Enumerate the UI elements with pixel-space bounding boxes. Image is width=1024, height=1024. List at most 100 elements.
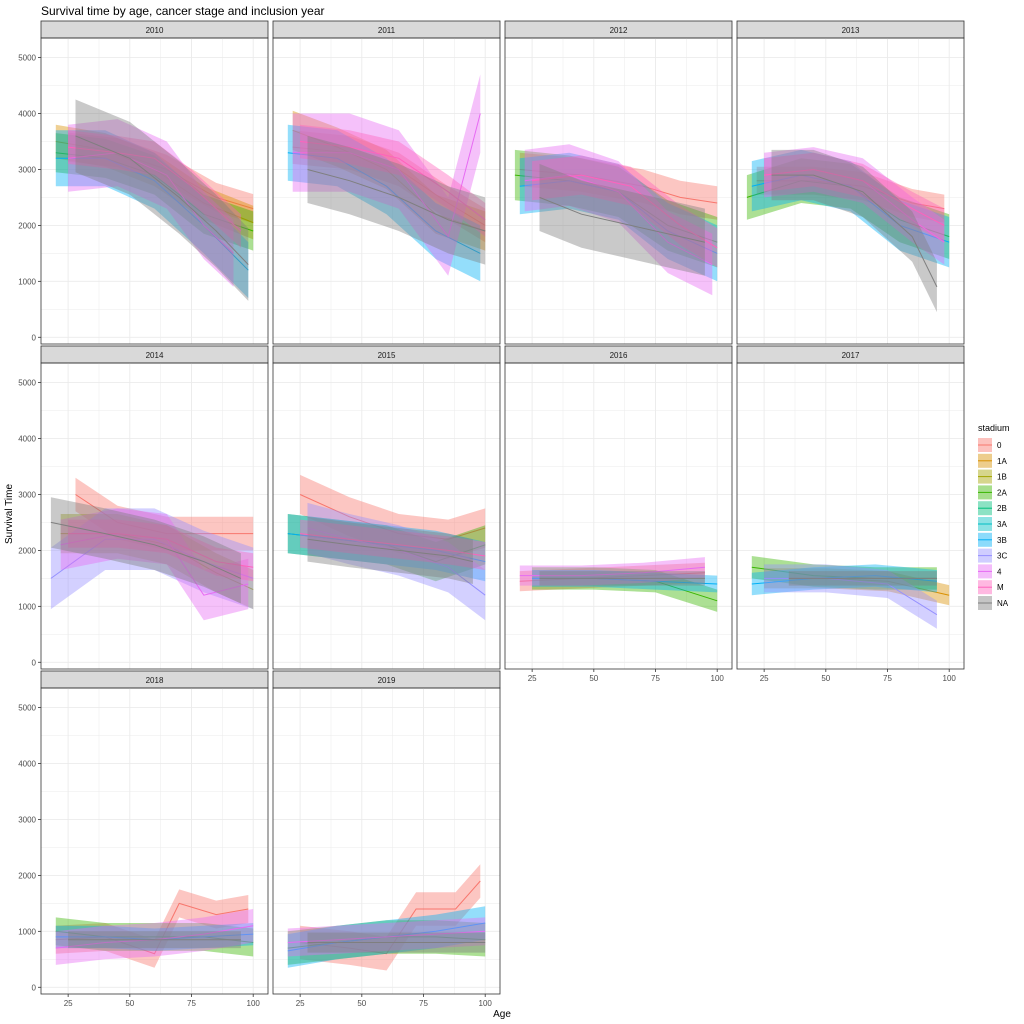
confidence-band-3B [55, 130, 249, 299]
confidence-band-2A [55, 133, 254, 251]
confidence-band-4 [764, 147, 945, 265]
series-line-0 [300, 880, 481, 955]
series-line-M [68, 146, 242, 232]
series-line-0 [519, 169, 718, 204]
y-tick-label: 3000 [18, 165, 36, 174]
panel-border [504, 362, 733, 670]
x-tick-label: 100 [479, 999, 493, 1008]
series-line-4 [68, 152, 234, 254]
confidence-band-0 [300, 864, 481, 971]
legend-label: 4 [997, 567, 1002, 576]
confidence-band-4 [55, 909, 254, 965]
panel-border [40, 687, 269, 995]
series-line-NA [771, 174, 938, 288]
series-line-4 [519, 566, 705, 577]
series-line-4 [292, 113, 481, 238]
series-line-0 [756, 180, 945, 210]
y-tick-label: 1000 [18, 602, 36, 611]
panel-border [272, 687, 501, 995]
series-line-M [532, 174, 718, 249]
confidence-band-2A [746, 158, 950, 259]
confidence-band-2A [514, 149, 718, 268]
y-tick-label: 5000 [18, 54, 36, 63]
legend-label: 1B [997, 473, 1007, 482]
series-line-3B [751, 174, 950, 243]
series-line-0 [299, 494, 486, 540]
y-tick-label: 3000 [18, 490, 36, 499]
x-tick-label: 100 [247, 999, 261, 1008]
facet-label: 2012 [610, 26, 628, 35]
series-line-4 [287, 930, 486, 943]
legend-item-2A: 2A [978, 485, 1007, 500]
gridlines [41, 688, 268, 994]
y-tick-label: 0 [32, 983, 37, 992]
confidence-band-0 [75, 477, 254, 551]
panel-2016: 2016 25 50 75 100 [504, 345, 733, 683]
confidence-band-M [68, 130, 241, 248]
confidence-band-NA [539, 163, 705, 276]
x-tick-label: 75 [419, 999, 428, 1008]
legend: stadium 0 1A 1B 2A 2B 3A 3B 3C 4 M NA [978, 423, 1010, 610]
panel-border [272, 37, 501, 345]
panel-2010: 2010 0 1000 2000 3000 4000 5000 [18, 20, 269, 345]
panel-2011: 2011 [272, 20, 501, 345]
confidence-band-0 [55, 889, 249, 968]
y-tick-label: 1000 [18, 277, 36, 286]
facet-label: 2018 [146, 676, 164, 685]
legend-title: stadium [978, 423, 1010, 433]
legend-label: 3C [997, 552, 1007, 561]
confidence-band-M [300, 124, 486, 237]
y-tick-label: 2000 [18, 871, 36, 880]
series-line-M [300, 533, 486, 557]
x-tick-label: 100 [711, 674, 725, 683]
panel-2019: 2019 25 50 75 100 [272, 670, 501, 1008]
series-line-NA [307, 538, 474, 563]
panel-2013: 2013 [736, 20, 965, 345]
legend-label: M [997, 583, 1004, 592]
x-tick-label: 25 [64, 999, 73, 1008]
y-tick-label: 2000 [18, 546, 36, 555]
confidence-band-2A [751, 556, 937, 590]
y-tick-label: 4000 [18, 435, 36, 444]
x-tick-label: 25 [528, 674, 537, 683]
y-tick-label: 4000 [18, 110, 36, 119]
legend-item-1A: 1A [978, 453, 1007, 468]
panel-border [272, 362, 501, 670]
facet-label: 2013 [842, 26, 860, 35]
series-line-M [68, 533, 254, 568]
facet-label: 2015 [378, 351, 396, 360]
legend-label: 1A [997, 457, 1007, 466]
legend-item-NA: NA [978, 596, 1009, 610]
facet-label: 2016 [610, 351, 628, 360]
confidence-band-M [532, 155, 718, 268]
y-tick-label: 5000 [18, 379, 36, 388]
confidence-band-3B [751, 149, 950, 268]
legend-label: 3A [997, 520, 1007, 529]
x-tick-label: 50 [821, 674, 830, 683]
confidence-band-4 [68, 119, 234, 287]
gridlines [505, 363, 732, 669]
legend-label: NA [997, 599, 1009, 608]
legend-item-1B: 1B [978, 469, 1007, 484]
panel-border [40, 362, 269, 670]
series-line-2A [55, 930, 254, 943]
confidence-band-1A [55, 124, 254, 240]
series-line-M [764, 168, 945, 226]
confidence-band-0 [292, 130, 486, 243]
confidence-band-M [300, 519, 486, 570]
chart-title: Survival time by age, cancer stage and i… [41, 4, 324, 18]
panel-2014: 2014 0 1000 2000 3000 4000 5000 [18, 345, 269, 670]
series-line-3B [55, 157, 249, 271]
legend-item-3B: 3B [978, 532, 1007, 547]
x-tick-label: 75 [651, 674, 660, 683]
series-line-0 [519, 572, 705, 582]
x-tick-label: 75 [187, 999, 196, 1008]
y-tick-label: 4000 [18, 760, 36, 769]
panel-border [736, 362, 965, 670]
legend-item-M: M [978, 580, 1004, 595]
panel-2018: 2018 0 1000 2000 3000 4000 5000 25 50 75 100 [18, 670, 269, 1008]
x-tick-label: 25 [760, 674, 769, 683]
y-tick-label: 1000 [18, 927, 36, 936]
legend-label: 2B [997, 504, 1007, 513]
confidence-band-NA [75, 99, 249, 301]
